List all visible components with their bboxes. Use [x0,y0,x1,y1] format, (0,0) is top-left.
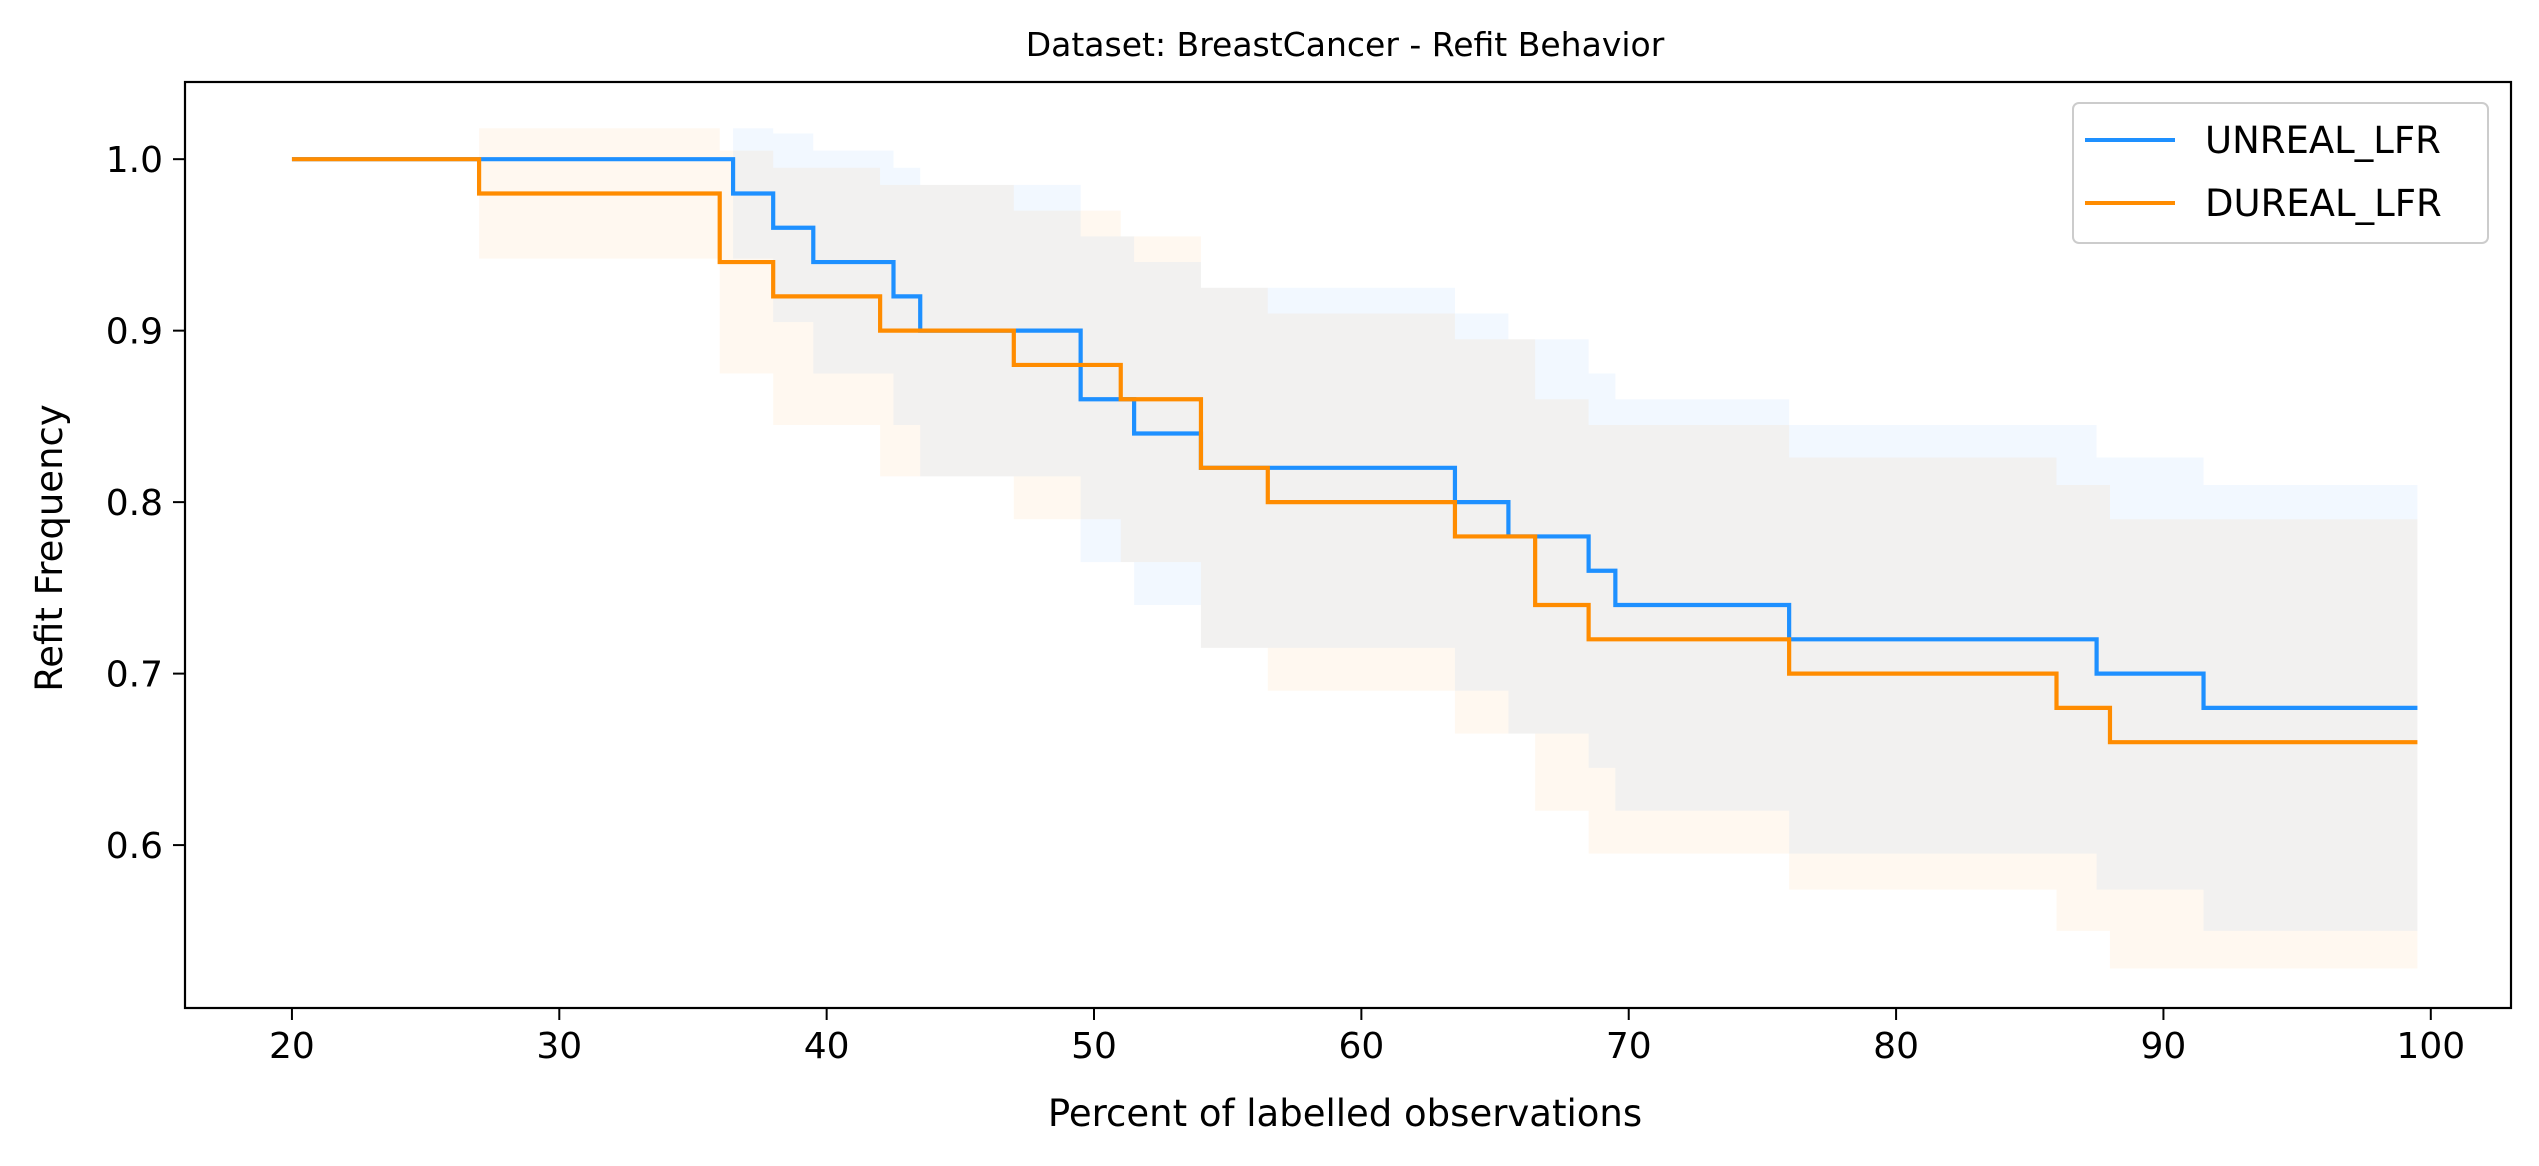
y-tick-label: 1.0 [106,140,163,181]
legend-label-unreal-lfr: UNREAL_LFR [2205,119,2441,162]
x-tick-label: 20 [269,1026,315,1067]
legend: UNREAL_LFR DUREAL_LFR [2072,102,2489,244]
y-tick-label: 0.6 [106,826,163,867]
x-axis-label: Percent of labelled observations [1048,1092,1642,1135]
y-tick-label: 0.9 [106,312,163,353]
confidence-bands [291,128,2418,969]
x-axis-ticks: 20 30 40 50 60 70 80 90 100 [269,1008,2465,1067]
chart-title: Dataset: BreastCancer - Refit Behavior [1026,25,1665,64]
y-tick-label: 0.8 [106,483,163,524]
x-tick-label: 30 [536,1026,582,1067]
y-tick-label: 0.7 [106,655,163,696]
band-dureal-lfr [291,128,2418,969]
x-tick-label: 100 [2396,1026,2465,1067]
legend-box [2072,102,2489,244]
series-lines [291,157,2418,745]
series-line-dureal-lfr [291,157,2418,745]
legend-label-dureal-lfr: DUREAL_LFR [2205,182,2442,225]
x-tick-label: 70 [1606,1026,1652,1067]
x-tick-label: 90 [2141,1026,2187,1067]
plot-frame [183,80,2513,1010]
y-axis-ticks: 0.6 0.7 0.8 0.9 1.0 [106,140,185,867]
x-tick-label: 40 [804,1026,850,1067]
x-tick-label: 50 [1071,1026,1117,1067]
x-tick-label: 80 [1873,1026,1919,1067]
x-tick-label: 60 [1338,1026,1384,1067]
y-axis-label: Refit Frequency [28,404,71,692]
band-unreal-lfr [291,128,2418,931]
